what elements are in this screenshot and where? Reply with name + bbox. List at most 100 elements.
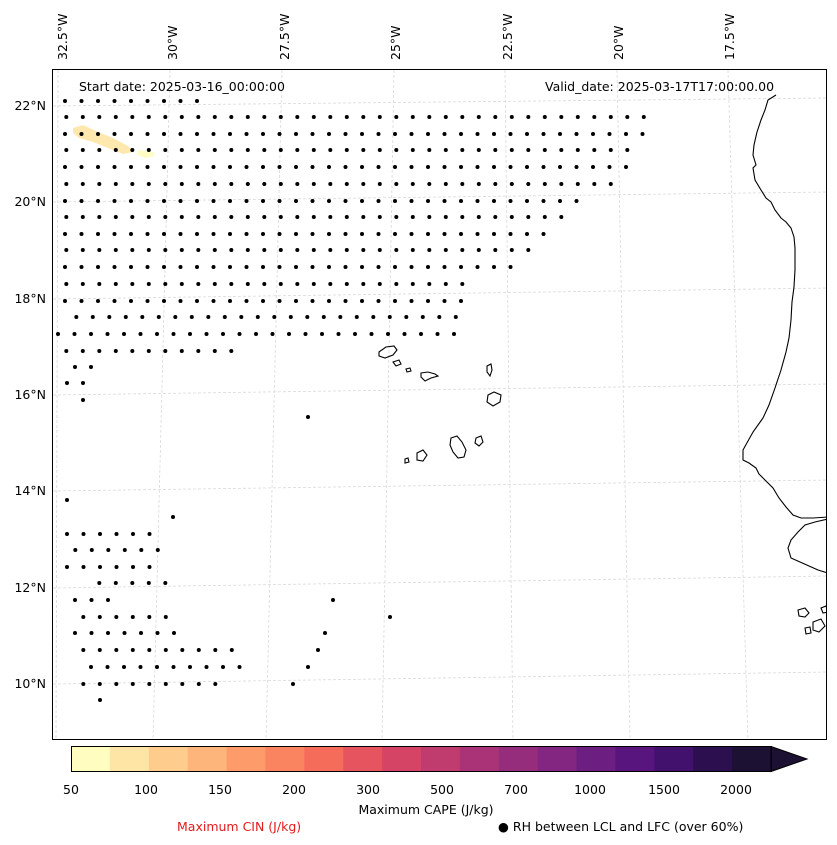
rh-marker (244, 299, 249, 303)
rh-marker (129, 232, 133, 236)
rh-marker (211, 199, 216, 203)
rh-marker (162, 165, 166, 169)
lat-label-14n: 14°N (14, 483, 46, 498)
lon-label-25w: 25°W (388, 25, 403, 60)
rh-marker (122, 631, 127, 635)
rh-marker (410, 148, 415, 152)
rh-marker (96, 265, 100, 269)
rh-marker (261, 165, 265, 169)
rh-marker (129, 132, 133, 136)
rh-marker (106, 598, 110, 602)
rh-marker (228, 299, 232, 303)
rh-marker (402, 332, 407, 336)
rh-marker (80, 148, 85, 152)
rh-marker (146, 115, 151, 119)
rh-marker (525, 132, 529, 136)
parallel-line (53, 191, 826, 203)
rh-marker (459, 132, 463, 136)
rh-marker (63, 299, 67, 303)
rh-marker (80, 182, 85, 186)
rh-marker (212, 115, 217, 119)
rh-marker (195, 199, 199, 203)
colorbar-segment (109, 746, 150, 772)
valid-date-label: Valid_date: 2025-03-17T17:00:00.00 (545, 79, 775, 94)
rh-marker (140, 315, 145, 319)
rh-marker (493, 182, 498, 186)
rh-marker (80, 349, 85, 353)
rh-marker (229, 648, 234, 652)
rh-marker (426, 265, 430, 269)
rh-marker (162, 99, 166, 103)
rh-marker (114, 682, 119, 686)
colorbar-tick-300: 300 (356, 782, 380, 797)
rh-marker (65, 565, 69, 569)
rh-marker (229, 248, 234, 252)
rh-marker (376, 132, 381, 136)
rh-marker (409, 265, 414, 269)
rh-marker (591, 165, 595, 169)
rh-marker (353, 332, 357, 336)
rh-marker (460, 215, 465, 219)
rh-marker (509, 148, 514, 152)
rh-marker (558, 132, 562, 136)
rh-marker (63, 265, 67, 269)
lat-label-18n: 18°N (14, 291, 46, 306)
rh-marker (476, 148, 481, 152)
rh-marker (97, 215, 102, 219)
rh-marker (180, 648, 185, 652)
rh-marker (73, 598, 77, 602)
rh-marker (294, 165, 298, 169)
rh-marker (73, 548, 78, 552)
rh-marker (419, 332, 423, 336)
rh-marker (442, 165, 447, 169)
map-frame[interactable]: Start date: 2025-03-16_00:00:00 Valid_da… (52, 69, 827, 740)
rh-marker (163, 349, 168, 353)
rh-marker (277, 265, 282, 269)
rh-marker (96, 199, 100, 203)
rh-marker (179, 182, 184, 186)
rh-marker (81, 648, 86, 652)
rh-marker (114, 648, 119, 652)
rh-marker (420, 315, 425, 319)
rh-marker (311, 148, 316, 152)
rh-marker (574, 199, 579, 203)
rh-marker (228, 199, 232, 203)
rh-marker (525, 165, 529, 169)
rh-marker (179, 349, 184, 353)
rh-marker (526, 248, 531, 252)
rh-marker (130, 349, 135, 353)
rh-marker (107, 315, 112, 319)
rh-marker (131, 565, 135, 569)
rh-marker (377, 215, 382, 219)
rh-marker (509, 248, 514, 252)
rh-marker (262, 215, 267, 219)
rh-marker (331, 598, 335, 602)
rh-marker (291, 682, 295, 686)
coastline-west-africa (742, 94, 826, 519)
rh-marker (294, 299, 298, 303)
rh-marker (320, 332, 324, 336)
rh-marker (113, 148, 118, 152)
rh-marker (178, 199, 183, 203)
rh-marker (262, 248, 267, 252)
rh-marker (443, 182, 448, 186)
rh-marker (89, 332, 93, 336)
parallel-line (53, 97, 826, 107)
rh-marker (343, 299, 348, 303)
lon-label-30w: 30°W (165, 25, 180, 60)
rh-marker (508, 232, 513, 236)
rh-marker (277, 299, 282, 303)
rh-marker (211, 232, 216, 236)
rh-marker (179, 215, 184, 219)
lat-label-12n: 12°N (14, 580, 46, 595)
cape-patches (73, 125, 155, 158)
rh-marker (278, 115, 283, 119)
rh-marker (90, 315, 95, 319)
rh-marker (427, 148, 432, 152)
rh-marker (239, 315, 244, 319)
rh-marker (311, 248, 316, 252)
colorbar-tick-700: 700 (504, 782, 528, 797)
rh-marker (459, 299, 463, 303)
rh-marker (105, 332, 110, 336)
rh-marker (63, 199, 67, 203)
